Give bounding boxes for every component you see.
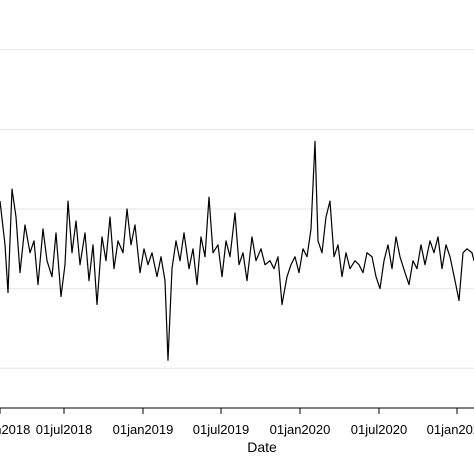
x-tick-label: 01jan2019	[113, 422, 174, 437]
gridlines	[0, 49, 474, 369]
x-axis-ticks: 01jan2018 01jul2018 01jan2019 01jul2019 01ja…	[0, 408, 474, 437]
x-axis-title: Date	[247, 439, 277, 455]
x-tick-label: 01jul2020	[351, 422, 407, 437]
x-tick-label: 01jan2021	[427, 422, 474, 437]
x-tick-label: 01jul2018	[36, 422, 92, 437]
x-tick-label: 01jan2018	[0, 422, 30, 437]
series-group	[0, 140, 474, 361]
x-tick-label: 01jul2019	[193, 422, 249, 437]
series-line	[0, 140, 474, 361]
x-tick-label: 01jan2020	[270, 422, 331, 437]
